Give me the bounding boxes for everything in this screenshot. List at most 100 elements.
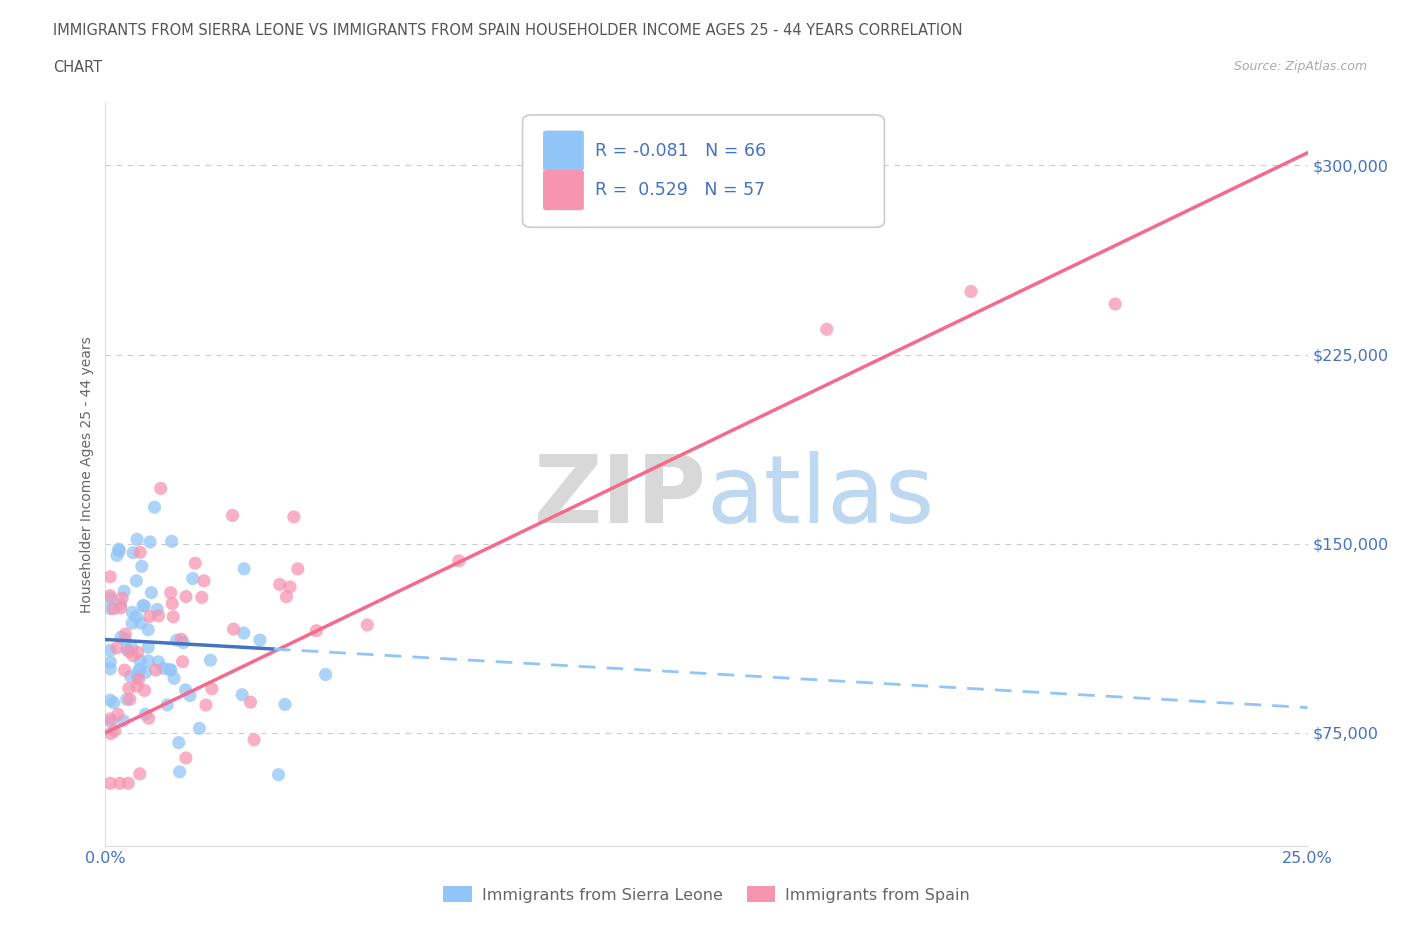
Point xyxy=(108,776,131,790)
Point xyxy=(125,609,148,624)
Point xyxy=(112,584,135,599)
Point xyxy=(105,641,128,656)
Point xyxy=(195,698,218,712)
Y-axis label: Householder Income Ages 25 - 44 years: Householder Income Ages 25 - 44 years xyxy=(80,336,94,613)
Point xyxy=(136,622,159,637)
Text: atlas: atlas xyxy=(707,451,935,542)
Text: IMMIGRANTS FROM SIERRA LEONE VS IMMIGRANTS FROM SPAIN HOUSEHOLDER INCOME AGES 25: IMMIGRANTS FROM SIERRA LEONE VS IMMIGRAN… xyxy=(53,23,963,38)
Point xyxy=(122,545,145,560)
Point xyxy=(157,662,180,677)
Point xyxy=(152,661,174,676)
Point xyxy=(111,591,134,605)
Point xyxy=(129,662,152,677)
Point xyxy=(222,621,245,636)
Point xyxy=(447,553,470,568)
Point xyxy=(98,655,121,670)
Point xyxy=(98,711,121,726)
Point xyxy=(167,736,190,751)
Point xyxy=(143,499,166,514)
Point xyxy=(129,545,152,560)
Point xyxy=(118,692,141,707)
Point xyxy=(267,767,290,782)
Point xyxy=(148,608,170,623)
Point xyxy=(108,543,131,558)
Point xyxy=(139,535,162,550)
Point xyxy=(174,589,197,604)
Point xyxy=(201,682,224,697)
Point xyxy=(160,534,183,549)
Text: ZIP: ZIP xyxy=(534,451,707,542)
Point xyxy=(117,776,139,790)
Point xyxy=(162,609,184,624)
Point xyxy=(276,590,298,604)
Point xyxy=(145,663,167,678)
Point xyxy=(125,574,148,589)
Point xyxy=(107,707,129,722)
Point xyxy=(129,654,152,669)
Point xyxy=(104,724,127,738)
Point xyxy=(274,697,297,711)
Point xyxy=(112,713,135,728)
Point xyxy=(181,571,204,586)
Point xyxy=(134,707,156,722)
Point xyxy=(135,665,157,680)
Point xyxy=(127,532,149,547)
Point xyxy=(136,640,159,655)
Point xyxy=(100,726,122,741)
Point xyxy=(103,696,125,711)
Point xyxy=(283,510,305,525)
Point xyxy=(115,643,138,658)
Point xyxy=(184,556,207,571)
Point xyxy=(960,284,983,299)
Point xyxy=(98,602,121,617)
Point xyxy=(249,632,271,647)
Point xyxy=(174,683,197,698)
Point xyxy=(233,562,256,577)
Text: R =  0.529   N = 57: R = 0.529 N = 57 xyxy=(595,181,765,199)
Point xyxy=(163,671,186,685)
Point xyxy=(114,663,136,678)
FancyBboxPatch shape xyxy=(543,170,583,210)
Point xyxy=(132,598,155,613)
Text: CHART: CHART xyxy=(53,60,103,75)
Point xyxy=(239,695,262,710)
Point xyxy=(128,766,150,781)
Point xyxy=(115,692,138,707)
Point xyxy=(231,687,253,702)
Point xyxy=(122,648,145,663)
Point xyxy=(315,667,337,682)
Point xyxy=(191,590,214,604)
Legend: Immigrants from Sierra Leone, Immigrants from Spain: Immigrants from Sierra Leone, Immigrants… xyxy=(437,880,976,909)
Text: Source: ZipAtlas.com: Source: ZipAtlas.com xyxy=(1233,60,1367,73)
Point xyxy=(172,655,194,670)
Point xyxy=(179,688,201,703)
Point xyxy=(287,562,309,577)
Point xyxy=(160,596,183,611)
Point xyxy=(110,597,132,612)
Point xyxy=(138,609,160,624)
Point xyxy=(136,654,159,669)
Point xyxy=(98,661,121,676)
Point xyxy=(305,623,328,638)
Point xyxy=(114,627,136,642)
Text: R = -0.081   N = 66: R = -0.081 N = 66 xyxy=(595,141,766,160)
Point xyxy=(107,541,129,556)
Point xyxy=(98,776,121,790)
Point xyxy=(129,616,152,631)
Point xyxy=(138,711,160,725)
Point xyxy=(125,679,148,694)
Point xyxy=(269,577,291,591)
Point xyxy=(156,698,179,712)
Point xyxy=(98,591,121,605)
Point xyxy=(188,721,211,736)
Point xyxy=(172,635,194,650)
Point xyxy=(121,616,143,631)
Point xyxy=(160,662,183,677)
Point xyxy=(148,655,170,670)
Point xyxy=(127,669,149,684)
Point xyxy=(98,643,121,658)
Point xyxy=(121,604,143,619)
Point xyxy=(128,663,150,678)
Point xyxy=(134,683,156,698)
Point xyxy=(114,631,136,646)
